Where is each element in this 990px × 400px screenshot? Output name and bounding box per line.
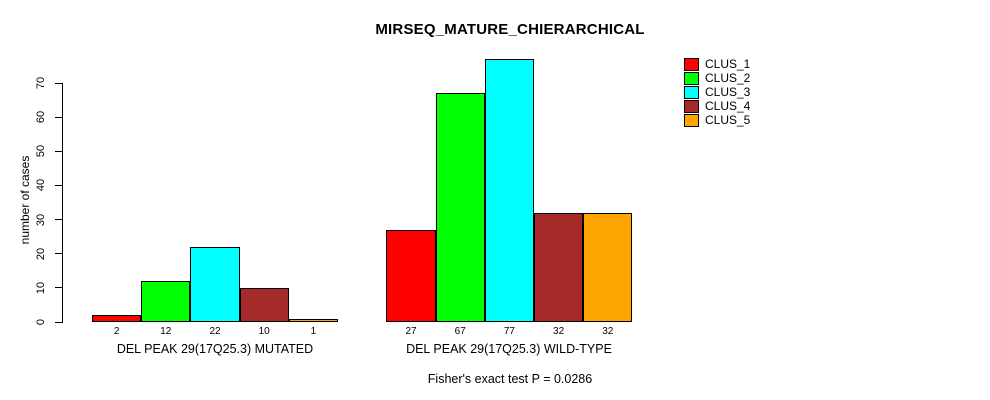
bar-clus_4-group1 (239, 287, 289, 322)
legend-row: CLUS_3 (684, 85, 750, 99)
bar-value-label: 1 (310, 326, 317, 337)
y-axis-title: number of cases (18, 155, 32, 245)
y-tick-mark (55, 219, 62, 221)
y-tick-label: 40 (35, 179, 47, 192)
legend-swatch-clus-3 (684, 85, 699, 99)
legend-swatch-clus-2 (684, 71, 699, 85)
chart-title: MIRSEQ_MATURE_CHIERARCHICAL (375, 21, 645, 38)
bar-value-label: 32 (602, 326, 614, 337)
bar-value-label: 77 (503, 326, 515, 337)
y-tick-label: 0 (35, 318, 47, 326)
y-tick-mark (55, 253, 62, 255)
legend-label: CLUS_2 (705, 71, 751, 85)
legend-row: CLUS_4 (684, 99, 750, 113)
y-tick-label: 60 (35, 111, 47, 124)
legend-swatch-clus-4 (684, 99, 699, 113)
group-label-mutated: DEL PEAK 29(17Q25.3) MUTATED (116, 342, 314, 356)
bar-clus_2-group2 (435, 93, 485, 322)
bar-value-label: 10 (258, 326, 270, 337)
y-tick-mark (55, 116, 62, 118)
bar-value-label: 12 (160, 326, 172, 337)
bar-value-label: 2 (113, 326, 120, 337)
bar-clus_3-group1 (190, 246, 240, 322)
y-axis-line (62, 83, 63, 323)
legend-swatch-clus-1 (684, 57, 699, 71)
y-tick-mark (55, 82, 62, 84)
bar-value-label: 67 (454, 326, 466, 337)
bar-clus_3-group2 (484, 59, 534, 322)
y-tick-label: 50 (35, 145, 47, 158)
footnote-fishers-test: Fisher's exact test P = 0.0286 (427, 372, 593, 386)
bar-clus_5-group2 (583, 212, 633, 322)
y-tick-mark (55, 184, 62, 186)
bar-clus_4-group2 (534, 212, 584, 322)
legend-label: CLUS_5 (705, 113, 751, 127)
y-tick-mark (55, 321, 62, 323)
legend-row: CLUS_2 (684, 71, 750, 85)
bar-value-label: 27 (405, 326, 417, 337)
y-tick-mark (55, 287, 62, 289)
bar-value-label: 32 (553, 326, 565, 337)
legend-row: CLUS_1 (684, 57, 750, 71)
legend-label: CLUS_3 (705, 85, 751, 99)
bar-clus_2-group1 (141, 281, 191, 322)
legend: CLUS_1 CLUS_2 CLUS_3 CLUS_4 CLUS_5 (684, 57, 750, 127)
y-tick-label: 20 (35, 247, 47, 260)
legend-row: CLUS_5 (684, 113, 750, 127)
bar-clus_1-group2 (386, 229, 436, 322)
y-tick-mark (55, 150, 62, 152)
legend-swatch-clus-5 (684, 113, 699, 127)
y-tick-label: 30 (35, 213, 47, 226)
bar-value-label: 22 (209, 326, 221, 337)
bar-clus_1-group1 (92, 315, 142, 322)
y-tick-label: 10 (35, 281, 47, 294)
group-label-wild-type: DEL PEAK 29(17Q25.3) WILD-TYPE (406, 342, 612, 356)
bar-clus_5-group1 (288, 318, 338, 322)
legend-label: CLUS_1 (705, 57, 751, 71)
legend-label: CLUS_4 (705, 99, 751, 113)
y-tick-label: 70 (35, 76, 47, 90)
